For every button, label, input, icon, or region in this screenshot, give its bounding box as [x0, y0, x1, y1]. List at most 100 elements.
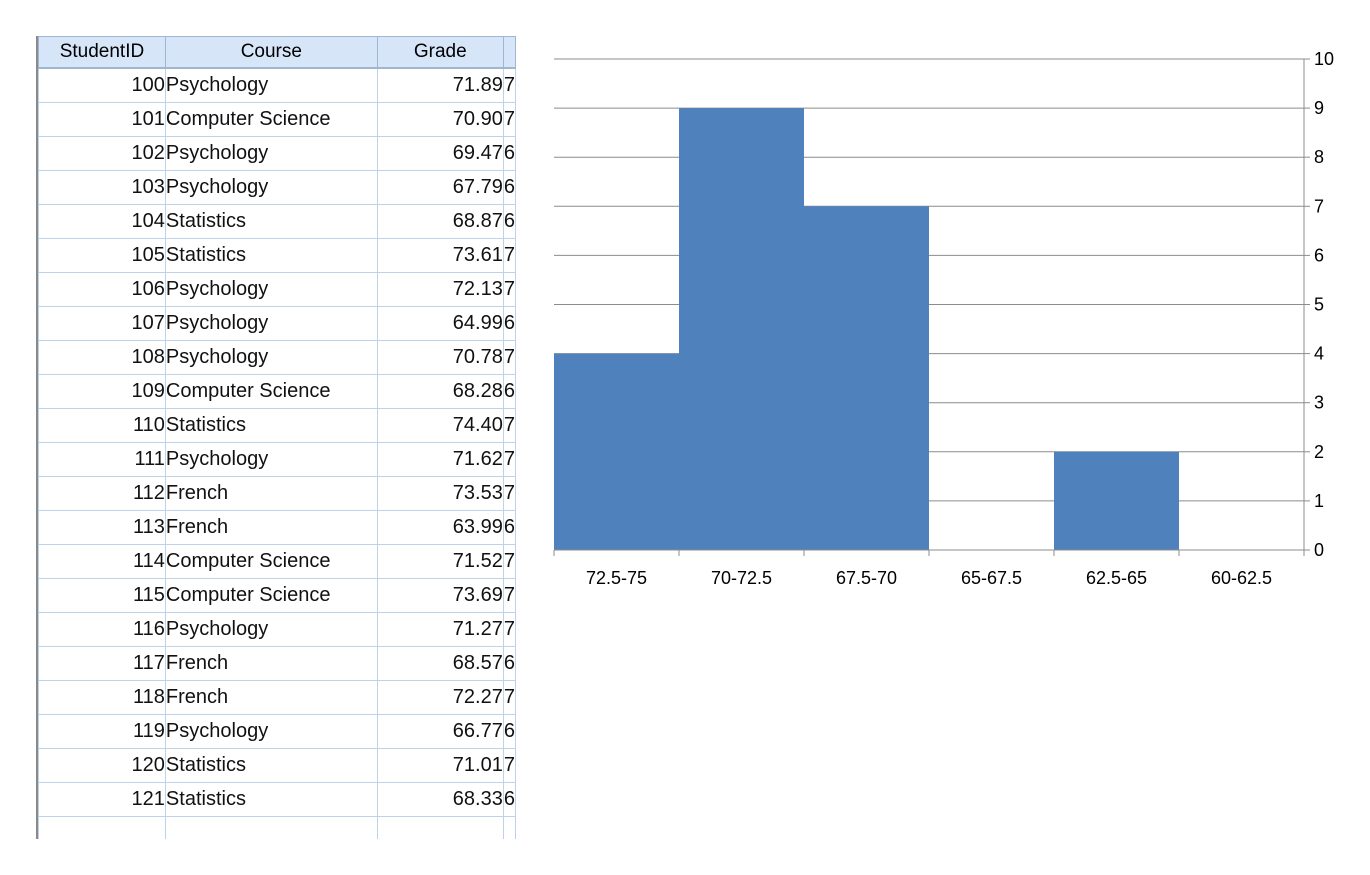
cell-course[interactable]: Computer Science: [164, 102, 378, 137]
cell-grade[interactable]: 68.28: [376, 374, 504, 409]
cell-studentid[interactable]: 105: [38, 238, 166, 273]
empty-cell[interactable]: [38, 816, 166, 839]
cell-course[interactable]: Psychology: [164, 714, 378, 749]
cell-course[interactable]: Computer Science: [164, 544, 378, 579]
cell-next-column-clipped[interactable]: 7: [502, 476, 516, 511]
cell-studentid[interactable]: 102: [38, 136, 166, 171]
cell-next-column-clipped[interactable]: 6: [502, 714, 516, 749]
cell-grade[interactable]: 70.78: [376, 340, 504, 375]
cell-next-column-clipped[interactable]: 7: [502, 442, 516, 477]
cell-next-column-clipped[interactable]: 7: [502, 612, 516, 647]
cell-grade[interactable]: 69.47: [376, 136, 504, 171]
cell-next-column-clipped[interactable]: 6: [502, 374, 516, 409]
cell-studentid[interactable]: 109: [38, 374, 166, 409]
cell-course[interactable]: Psychology: [164, 340, 378, 375]
cell-studentid[interactable]: 112: [38, 476, 166, 511]
cell-grade[interactable]: 67.79: [376, 170, 504, 205]
cell-studentid[interactable]: 110: [38, 408, 166, 443]
histogram-bar[interactable]: [679, 108, 804, 550]
cell-next-column-clipped[interactable]: 6: [502, 306, 516, 341]
cell-course[interactable]: Psychology: [164, 306, 378, 341]
cell-studentid[interactable]: 114: [38, 544, 166, 579]
cell-studentid[interactable]: 117: [38, 646, 166, 681]
cell-course[interactable]: Psychology: [164, 67, 378, 103]
cell-next-column-clipped[interactable]: 7: [502, 408, 516, 443]
cell-grade[interactable]: 73.53: [376, 476, 504, 511]
cell-next-column-clipped[interactable]: 7: [502, 680, 516, 715]
cell-grade[interactable]: 64.99: [376, 306, 504, 341]
cell-studentid[interactable]: 119: [38, 714, 166, 749]
cell-studentid[interactable]: 115: [38, 578, 166, 613]
cell-studentid[interactable]: 101: [38, 102, 166, 137]
cell-grade[interactable]: 73.69: [376, 578, 504, 613]
cell-course[interactable]: Computer Science: [164, 578, 378, 613]
cell-course[interactable]: French: [164, 476, 378, 511]
cell-next-column-clipped[interactable]: 7: [502, 238, 516, 273]
cell-course[interactable]: Statistics: [164, 748, 378, 783]
cell-course[interactable]: Statistics: [164, 238, 378, 273]
histogram-bar[interactable]: [804, 206, 929, 551]
cell-course[interactable]: Psychology: [164, 442, 378, 477]
cell-studentid[interactable]: 118: [38, 680, 166, 715]
cell-studentid[interactable]: 103: [38, 170, 166, 205]
cell-grade[interactable]: 71.27: [376, 612, 504, 647]
cell-next-column-clipped[interactable]: 7: [502, 272, 516, 307]
cell-next-column-clipped[interactable]: 7: [502, 67, 516, 103]
cell-grade[interactable]: 71.52: [376, 544, 504, 579]
cell-studentid[interactable]: 113: [38, 510, 166, 545]
cell-grade[interactable]: 71.89: [376, 67, 504, 103]
cell-course[interactable]: Psychology: [164, 170, 378, 205]
cell-grade[interactable]: 71.01: [376, 748, 504, 783]
cell-grade[interactable]: 70.90: [376, 102, 504, 137]
cell-grade[interactable]: 74.40: [376, 408, 504, 443]
cell-grade[interactable]: 68.33: [376, 782, 504, 817]
cell-grade[interactable]: 72.13: [376, 272, 504, 307]
header-next-column[interactable]: [502, 36, 516, 69]
cell-course[interactable]: Computer Science: [164, 374, 378, 409]
header-studentid[interactable]: StudentID: [38, 36, 166, 69]
cell-course[interactable]: Psychology: [164, 612, 378, 647]
cell-studentid[interactable]: 107: [38, 306, 166, 341]
cell-course[interactable]: Statistics: [164, 408, 378, 443]
cell-grade[interactable]: 66.77: [376, 714, 504, 749]
cell-course[interactable]: Statistics: [164, 782, 378, 817]
histogram-bar[interactable]: [1054, 451, 1179, 550]
cell-next-column-clipped[interactable]: 7: [502, 102, 516, 137]
cell-course[interactable]: French: [164, 510, 378, 545]
cell-course[interactable]: Statistics: [164, 204, 378, 239]
cell-next-column-clipped[interactable]: 6: [502, 510, 516, 545]
cell-studentid[interactable]: 106: [38, 272, 166, 307]
cell-studentid[interactable]: 120: [38, 748, 166, 783]
cell-grade[interactable]: 72.27: [376, 680, 504, 715]
cell-next-column-clipped[interactable]: 6: [502, 782, 516, 817]
empty-cell[interactable]: [164, 816, 378, 839]
cell-next-column-clipped[interactable]: 6: [502, 204, 516, 239]
cell-next-column-clipped[interactable]: 7: [502, 578, 516, 613]
cell-next-column-clipped[interactable]: 6: [502, 136, 516, 171]
cell-course[interactable]: Psychology: [164, 136, 378, 171]
cell-next-column-clipped[interactable]: 7: [502, 340, 516, 375]
cell-next-column-clipped[interactable]: 6: [502, 646, 516, 681]
cell-studentid[interactable]: 121: [38, 782, 166, 817]
cell-course[interactable]: French: [164, 680, 378, 715]
cell-grade[interactable]: 68.87: [376, 204, 504, 239]
cell-grade[interactable]: 63.99: [376, 510, 504, 545]
histogram-bar[interactable]: [554, 353, 679, 550]
cell-grade[interactable]: 73.61: [376, 238, 504, 273]
cell-course[interactable]: French: [164, 646, 378, 681]
empty-cell[interactable]: [376, 816, 504, 839]
cell-next-column-clipped[interactable]: 6: [502, 170, 516, 205]
cell-studentid[interactable]: 116: [38, 612, 166, 647]
header-course[interactable]: Course: [164, 36, 378, 69]
cell-grade[interactable]: 68.57: [376, 646, 504, 681]
empty-cell[interactable]: [502, 816, 516, 839]
cell-course[interactable]: Psychology: [164, 272, 378, 307]
cell-next-column-clipped[interactable]: 7: [502, 748, 516, 783]
cell-studentid[interactable]: 108: [38, 340, 166, 375]
cell-grade[interactable]: 71.62: [376, 442, 504, 477]
cell-studentid[interactable]: 104: [38, 204, 166, 239]
cell-studentid[interactable]: 100: [38, 67, 166, 103]
cell-studentid[interactable]: 111: [38, 442, 166, 477]
header-grade[interactable]: Grade: [376, 36, 504, 69]
cell-next-column-clipped[interactable]: 7: [502, 544, 516, 579]
